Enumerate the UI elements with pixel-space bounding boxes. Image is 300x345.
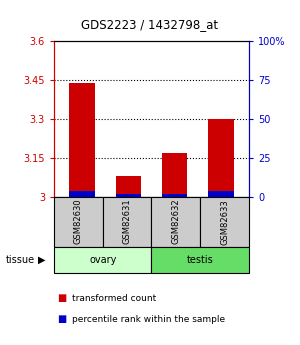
Text: GDS2223 / 1432798_at: GDS2223 / 1432798_at (81, 18, 219, 31)
Text: ▶: ▶ (38, 255, 46, 265)
Text: ■: ■ (57, 314, 66, 324)
Bar (208, 119, 234, 197)
Text: GSM82631: GSM82631 (123, 199, 132, 245)
Bar (162, 153, 188, 197)
Text: ■: ■ (57, 294, 66, 303)
Text: testis: testis (187, 255, 214, 265)
Bar (208, 191, 234, 197)
Text: GSM82630: GSM82630 (74, 199, 83, 245)
Text: transformed count: transformed count (72, 294, 156, 303)
Bar (162, 194, 188, 197)
Text: percentile rank within the sample: percentile rank within the sample (72, 315, 225, 324)
Bar (69, 191, 94, 197)
Bar (116, 194, 141, 197)
Text: tissue: tissue (6, 255, 35, 265)
Bar (69, 83, 94, 197)
Text: ovary: ovary (89, 255, 116, 265)
Text: GSM82632: GSM82632 (171, 199, 180, 245)
Text: GSM82633: GSM82633 (220, 199, 229, 245)
Bar (116, 176, 141, 197)
